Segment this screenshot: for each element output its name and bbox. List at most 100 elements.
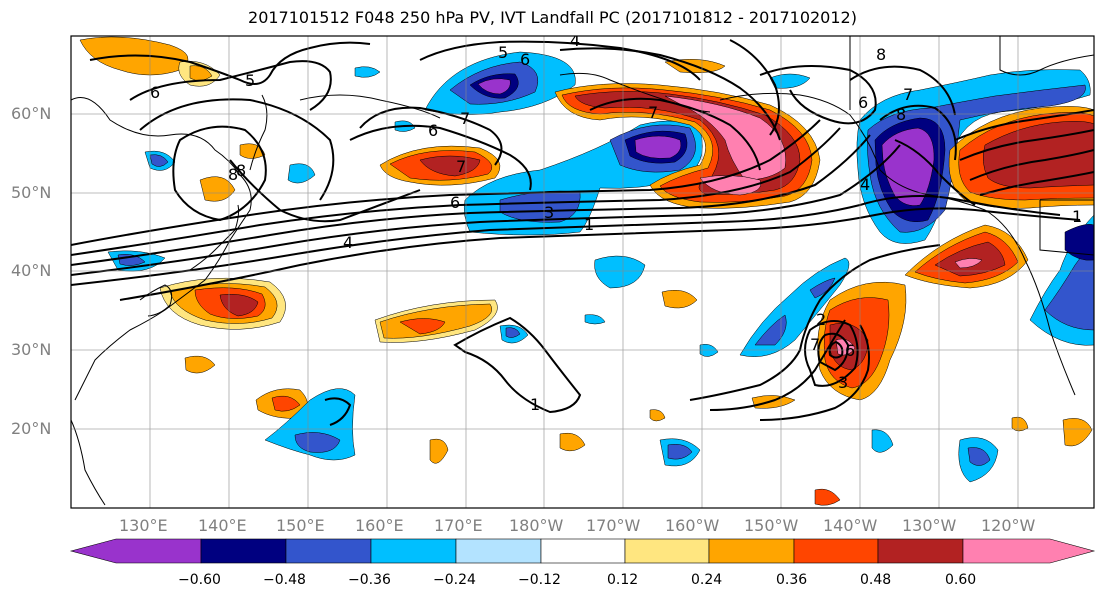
anomaly-fill [751, 395, 796, 409]
contour-label: 6 [150, 83, 160, 102]
anomaly-fill [429, 438, 449, 464]
anomaly-fill [809, 277, 836, 299]
lon-label: 180°W [509, 516, 564, 535]
colorbar-tick-label: 0.48 [860, 572, 892, 588]
map-title: 2017101512 F048 250 hPa PV, IVT Landfall… [248, 8, 857, 27]
anomaly-fill [189, 65, 213, 81]
anomaly-fill [584, 314, 606, 325]
lat-label: 60°N [11, 104, 52, 123]
anomaly-fill [1011, 416, 1029, 432]
colorbar-swatch-2 [285, 538, 372, 564]
colorbar-swatch-5 [540, 538, 626, 564]
colorbar-tick-label: −0.60 [178, 572, 221, 588]
contour-label: 7 [810, 335, 820, 354]
lat-label: 50°N [11, 183, 52, 202]
anomaly-fill [219, 294, 259, 317]
colorbar-tick-label: −0.24 [433, 572, 476, 588]
anomaly-fill [667, 444, 693, 460]
colorbar-tick-label: −0.36 [348, 572, 391, 588]
contour-layer [71, 39, 1094, 426]
colorbar-swatch-7 [708, 538, 795, 564]
contour-label: 7 [456, 157, 466, 176]
anomaly-fill [871, 429, 894, 453]
map-frame [70, 35, 1095, 509]
anomaly-fill [149, 154, 169, 167]
anomaly-fill [354, 66, 381, 78]
colorbar-tick-label: 0.36 [776, 572, 808, 588]
anomaly-fill [954, 258, 983, 269]
colorbar-swatch-6 [624, 538, 710, 564]
lon-label: 140°W [823, 516, 878, 535]
contour-label: 6 [845, 341, 855, 360]
contour-label: 5 [245, 71, 255, 90]
contour-label: 8 [228, 165, 238, 184]
anomaly-fill [505, 327, 521, 338]
lon-label: 160°W [665, 516, 720, 535]
colorbar [69, 538, 1096, 564]
lon-label: 140°E [198, 516, 247, 535]
anomaly-fill [477, 78, 511, 95]
colorbar-tick-label: 0.12 [607, 572, 639, 588]
lon-label: 170°E [434, 516, 483, 535]
graticule [71, 36, 1094, 508]
anomaly-fill [634, 135, 682, 159]
lat-label: 40°N [11, 261, 52, 280]
colorbar-swatch-10 [962, 538, 1096, 564]
anomaly-fill [664, 95, 786, 181]
lon-label: 150°W [744, 516, 799, 535]
lon-label: 160°E [355, 516, 404, 535]
anomaly-fill [649, 409, 666, 422]
contour-label: 1 [1072, 207, 1082, 226]
colorbar-tick-label: 0.24 [691, 572, 723, 588]
contour-label: 5 [498, 43, 508, 62]
anomaly-fill [814, 488, 841, 506]
anomaly-fill [881, 127, 935, 206]
anomaly-fill [184, 355, 216, 374]
contour-label: 8 [896, 105, 906, 124]
lat-label: 30°N [11, 340, 52, 359]
contour-label: 3 [544, 203, 554, 222]
anomaly-fill [294, 432, 341, 453]
anomaly-fill [419, 155, 481, 177]
colorbar-tick-label: −0.48 [263, 572, 306, 588]
anomaly-fill [982, 121, 1094, 189]
lon-label: 120°W [981, 516, 1036, 535]
shading-layer [79, 36, 1094, 506]
anomaly-fill [594, 255, 646, 289]
lon-label: 150°E [276, 516, 325, 535]
contour-label: 6 [520, 50, 530, 69]
colorbar-tick-label: 0.60 [945, 572, 977, 588]
contour-label: 4 [343, 233, 353, 252]
anomaly-fill [1062, 418, 1093, 447]
contour-label: 7 [903, 85, 913, 104]
contour-label: 7 [460, 109, 470, 128]
anomaly-fill [769, 73, 811, 89]
contour-label: 2 [816, 310, 826, 329]
contour-label: 1 [530, 395, 540, 414]
anomaly-fill [199, 176, 236, 202]
colorbar-swatch-3 [370, 538, 457, 564]
colorbar-swatch-4 [455, 538, 542, 564]
lon-label: 170°W [586, 516, 641, 535]
colorbar-swatch-0 [69, 538, 202, 564]
lon-label: 130°W [902, 516, 957, 535]
colorbar-swatch-8 [793, 538, 879, 564]
contour-label: 8 [236, 161, 246, 180]
contour-label: 6 [450, 193, 460, 212]
contour-label: 7 [648, 103, 658, 122]
anomaly-fill [754, 314, 787, 346]
contour-label: 8 [876, 45, 886, 64]
anomaly-fill [271, 395, 301, 412]
anomaly-fill [239, 143, 266, 159]
contour-label: 6 [858, 93, 868, 112]
contour-label: 1 [584, 215, 594, 234]
contour-label: 6 [428, 121, 438, 140]
colorbar-tick-label: −0.12 [518, 572, 561, 588]
coastlines [71, 36, 1094, 506]
colorbar-swatch-9 [877, 538, 964, 564]
contour-label: 3 [838, 373, 848, 392]
anomaly-fill [661, 290, 698, 309]
anomaly-fill [399, 318, 446, 335]
anomaly-fill [967, 447, 991, 466]
